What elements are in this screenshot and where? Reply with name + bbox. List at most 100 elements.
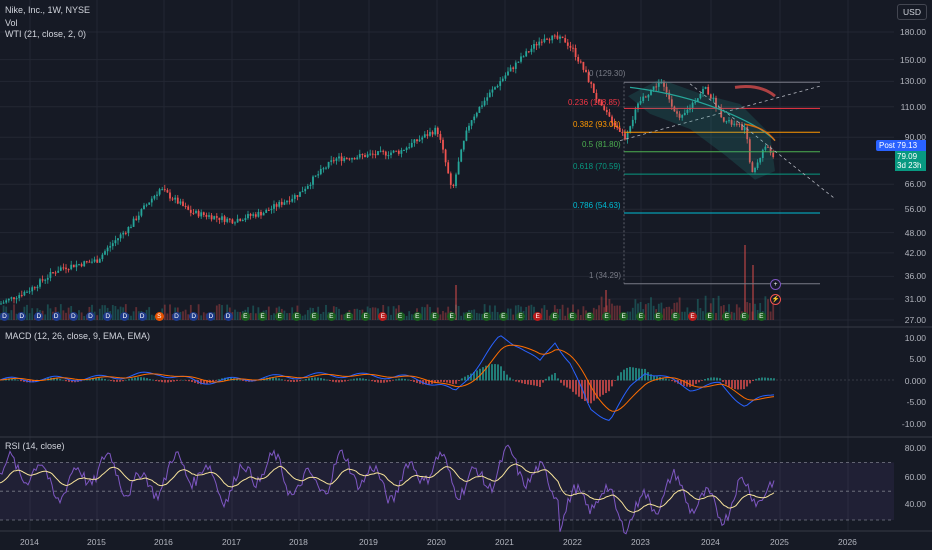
macd-histogram-bar [239, 379, 241, 381]
dividend-marker[interactable]: D [137, 312, 147, 321]
candle-body [351, 157, 353, 160]
volume-bar [239, 312, 242, 320]
macd-histogram-bar [461, 378, 463, 381]
earnings-marker[interactable]: E [395, 312, 405, 321]
price-tick: 110.00 [900, 101, 926, 112]
last-price: 79.09 [897, 152, 918, 161]
earnings-marker[interactable]: E [602, 312, 611, 321]
candle-body [109, 246, 112, 248]
earnings-marker[interactable]: E [240, 312, 250, 321]
candle-body [517, 61, 520, 63]
earnings-marker[interactable]: E [516, 312, 525, 321]
earnings-marker[interactable]: E [739, 312, 749, 321]
earnings-marker[interactable]: E [275, 312, 285, 321]
earnings-marker[interactable]: E [705, 312, 715, 321]
dividend-marker[interactable]: D [172, 312, 181, 321]
upcoming-earnings-icon[interactable]: + [770, 279, 781, 290]
macd-histogram-bar [275, 377, 277, 381]
earnings-marker[interactable]: E [447, 312, 457, 321]
macd-histogram-bar [437, 380, 439, 383]
volume-bar [644, 304, 647, 320]
volume-bar [460, 315, 463, 320]
candle-body [215, 216, 218, 218]
volume-bar [301, 315, 304, 320]
candle-body [481, 105, 483, 107]
earnings-marker[interactable]: E [567, 312, 577, 321]
dividend-marker[interactable]: D [189, 312, 199, 321]
earnings-marker[interactable]: E [481, 312, 491, 321]
earnings-marker[interactable]: E [464, 312, 474, 321]
macd-histogram-bar [164, 380, 166, 383]
macd-histogram-bar [227, 377, 229, 381]
candle-body [592, 83, 595, 93]
candle-body [772, 152, 775, 158]
earnings-marker[interactable]: E [378, 312, 388, 321]
dividend-marker[interactable]: D [0, 312, 9, 321]
earnings-marker[interactable]: E [361, 312, 371, 321]
candle-body [358, 154, 361, 158]
macd-histogram-bar [572, 380, 574, 392]
dividend-marker[interactable]: D [34, 312, 44, 321]
rsi-tick: 80.00 [904, 443, 926, 453]
earnings-marker[interactable]: E [670, 312, 680, 321]
macd-histogram-bar [641, 368, 643, 381]
earnings-marker[interactable]: E [292, 312, 302, 321]
wti-indicator-label: WTI (21, close, 2, 0) [5, 29, 87, 39]
earnings-marker[interactable]: E [258, 312, 267, 321]
candle-body [83, 261, 86, 267]
earnings-marker[interactable]: E [344, 312, 353, 321]
earnings-marker[interactable]: E [498, 312, 508, 321]
macd-histogram-bar [545, 378, 547, 381]
earnings-marker[interactable]: E [412, 312, 422, 321]
earnings-marker[interactable]: E [688, 312, 697, 321]
earnings-marker[interactable]: E [756, 312, 766, 321]
volume-bar [530, 304, 533, 320]
dividend-marker[interactable]: D [51, 312, 61, 321]
flash-event-icon[interactable]: ⚡ [770, 294, 781, 305]
volume-bar [702, 311, 704, 320]
earnings-marker[interactable]: E [584, 312, 594, 321]
macd-histogram-bar [542, 380, 544, 383]
earnings-marker[interactable]: E [533, 312, 543, 321]
candle-body [57, 270, 60, 273]
macd-histogram-bar [32, 380, 34, 383]
candle-body [301, 191, 304, 193]
split-marker[interactable]: S [154, 312, 164, 321]
volume-bar [306, 310, 309, 320]
macd-histogram-bar [182, 379, 184, 381]
earnings-marker[interactable]: E [653, 312, 663, 321]
candle-body [20, 295, 23, 297]
candle-body [423, 134, 426, 138]
macd-histogram-bar [335, 380, 337, 383]
earnings-marker[interactable]: E [326, 312, 336, 321]
macd-histogram-bar [521, 380, 523, 384]
dividend-marker[interactable]: D [206, 312, 216, 321]
volume-bar [491, 311, 494, 320]
candle-body [312, 176, 314, 185]
earnings-marker[interactable]: E [309, 312, 319, 321]
volume-bar [663, 308, 665, 320]
dividend-marker[interactable]: D [17, 312, 27, 321]
dividend-marker[interactable]: D [86, 312, 95, 321]
dividend-marker[interactable]: D [223, 312, 233, 321]
volume-bar [288, 313, 291, 320]
macd-histogram-bar [113, 380, 115, 382]
dividend-marker[interactable]: D [120, 312, 130, 321]
earnings-marker[interactable]: E [550, 312, 560, 321]
dividend-marker[interactable]: D [68, 312, 78, 321]
candle-body [403, 150, 405, 152]
macd-tick: 5.00 [909, 354, 926, 364]
dividend-marker[interactable]: D [103, 312, 113, 321]
macd-histogram-bar [143, 377, 145, 381]
candle-body [470, 120, 473, 126]
candle-body [756, 162, 759, 168]
earnings-marker[interactable]: E [722, 312, 732, 321]
candle-body [473, 116, 476, 121]
currency-button[interactable]: USD [897, 4, 927, 20]
earnings-marker[interactable]: E [430, 312, 439, 321]
candle-body [488, 92, 491, 98]
candle-body [106, 247, 109, 252]
earnings-marker[interactable]: E [619, 312, 629, 321]
earnings-marker[interactable]: E [636, 312, 646, 321]
